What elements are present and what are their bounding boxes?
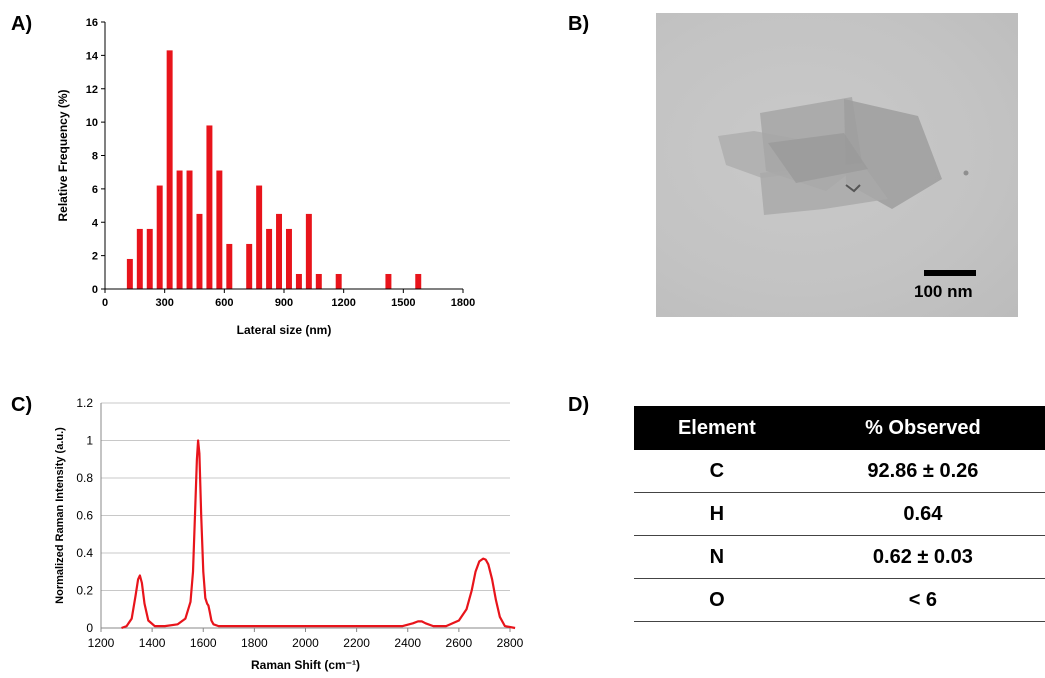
histogram-bar [216, 170, 223, 289]
histogram-bar [266, 228, 273, 289]
histogram-bar [186, 170, 193, 289]
x-tick-label: 2200 [343, 636, 370, 650]
x-tick-label: 2800 [497, 636, 524, 650]
observed-cell: < 6 [799, 578, 1045, 622]
histogram-bar [146, 228, 153, 289]
histogram-bar [295, 273, 302, 289]
y-tick-label: 6 [92, 184, 98, 196]
observed-cell: 0.64 [799, 492, 1045, 536]
y-tick-label: 10 [86, 117, 98, 129]
x-tick-label: 2600 [446, 636, 473, 650]
x-tick-label: 1400 [139, 636, 166, 650]
x-tick-label: 1800 [451, 297, 475, 309]
raman-spectrum-chart: 0 0.2 0.4 0.6 0.8 1 1.2 1200 1400 1600 1800 2000 220… [54, 396, 524, 672]
x-tick-label: 2000 [292, 636, 319, 650]
histogram-bar [246, 243, 253, 289]
elemental-composition-table: Element % Observed C 92.86 ± 0.26 H 0.64… [634, 406, 1045, 622]
y-tick-label: 0.8 [76, 471, 93, 485]
y-tick-label: 0.6 [76, 509, 93, 523]
observed-cell: 0.62 ± 0.03 [799, 535, 1045, 579]
histogram-bar [166, 50, 173, 290]
histogram-bar [176, 170, 183, 289]
histogram-bar [305, 213, 312, 289]
y-tick-label: 0 [86, 621, 93, 635]
y-tick-label: 0.4 [76, 546, 93, 560]
graphene-flakes-image [718, 97, 969, 215]
table-header-row: Element % Observed [634, 406, 1045, 450]
lateral-size-histogram: 0 2 4 6 8 10 12 14 16 0 300 600 900 1200 1500 1800 Later… [56, 17, 475, 337]
y-tick-label: 14 [86, 50, 99, 62]
histogram-bar [196, 213, 203, 289]
histogram-bar [415, 273, 422, 289]
y-tick-label: 0 [92, 284, 98, 296]
table-row: C 92.86 ± 0.26 [634, 450, 1045, 493]
histogram-bar [136, 228, 143, 289]
scale-bar-label: 100 nm [914, 282, 973, 301]
y-tick-label: 16 [86, 17, 98, 29]
element-cell: N [634, 535, 800, 579]
histogram-bar [285, 228, 292, 289]
y-axis-title: Normalized Raman Intensity (a.u.) [54, 427, 66, 604]
histogram-bar [315, 273, 322, 289]
y-tick-label: 1.2 [76, 396, 93, 410]
x-tick-label: 1800 [241, 636, 268, 650]
x-tick-label: 1600 [190, 636, 217, 650]
histogram-bar [126, 258, 133, 289]
histogram-bar [226, 243, 233, 289]
element-cell: H [634, 492, 800, 536]
table-row: O < 6 [634, 578, 1045, 622]
scale-bar [924, 270, 976, 276]
histogram-bar [256, 185, 263, 289]
x-axis-title: Lateral size (nm) [237, 323, 332, 337]
table-row: H 0.64 [634, 492, 1045, 536]
tem-micrograph [656, 13, 1018, 317]
table-row: N 0.62 ± 0.03 [634, 535, 1045, 579]
element-cell: C [634, 450, 800, 493]
y-axis-title: Relative Frequency (%) [56, 89, 70, 221]
raman-spectrum-line [121, 439, 516, 630]
observed-cell: 92.86 ± 0.26 [799, 450, 1045, 493]
x-tick-label: 0 [102, 297, 108, 309]
x-tick-label: 1200 [88, 636, 115, 650]
y-tick-label: 12 [86, 84, 98, 96]
histogram-bar [335, 273, 342, 289]
panel-label-c: C) [11, 394, 33, 416]
x-tick-label: 300 [155, 297, 173, 309]
histogram-bar [276, 213, 283, 289]
histogram-bar [385, 273, 392, 289]
x-tick-label: 1500 [391, 297, 415, 309]
element-cell: O [634, 578, 800, 622]
y-tick-label: 2 [92, 251, 98, 263]
y-tick-label: 4 [92, 217, 99, 229]
panel-label-d: D) [568, 394, 590, 416]
x-tick-label: 2400 [394, 636, 421, 650]
x-tick-label: 600 [215, 297, 233, 309]
y-tick-label: 8 [92, 151, 98, 163]
column-header-observed: % Observed [799, 406, 1045, 450]
panel-label-b: B) [568, 13, 590, 35]
y-tick-label: 1 [86, 434, 93, 448]
column-header-element: Element [634, 406, 800, 450]
histogram-bar [156, 185, 163, 289]
y-tick-label: 0.2 [76, 584, 93, 598]
panel-label-a: A) [11, 13, 33, 35]
histogram-bar [206, 125, 213, 290]
x-axis-title: Raman Shift (cm⁻¹) [251, 658, 360, 672]
x-tick-label: 1200 [331, 297, 355, 309]
x-tick-label: 900 [275, 297, 293, 309]
